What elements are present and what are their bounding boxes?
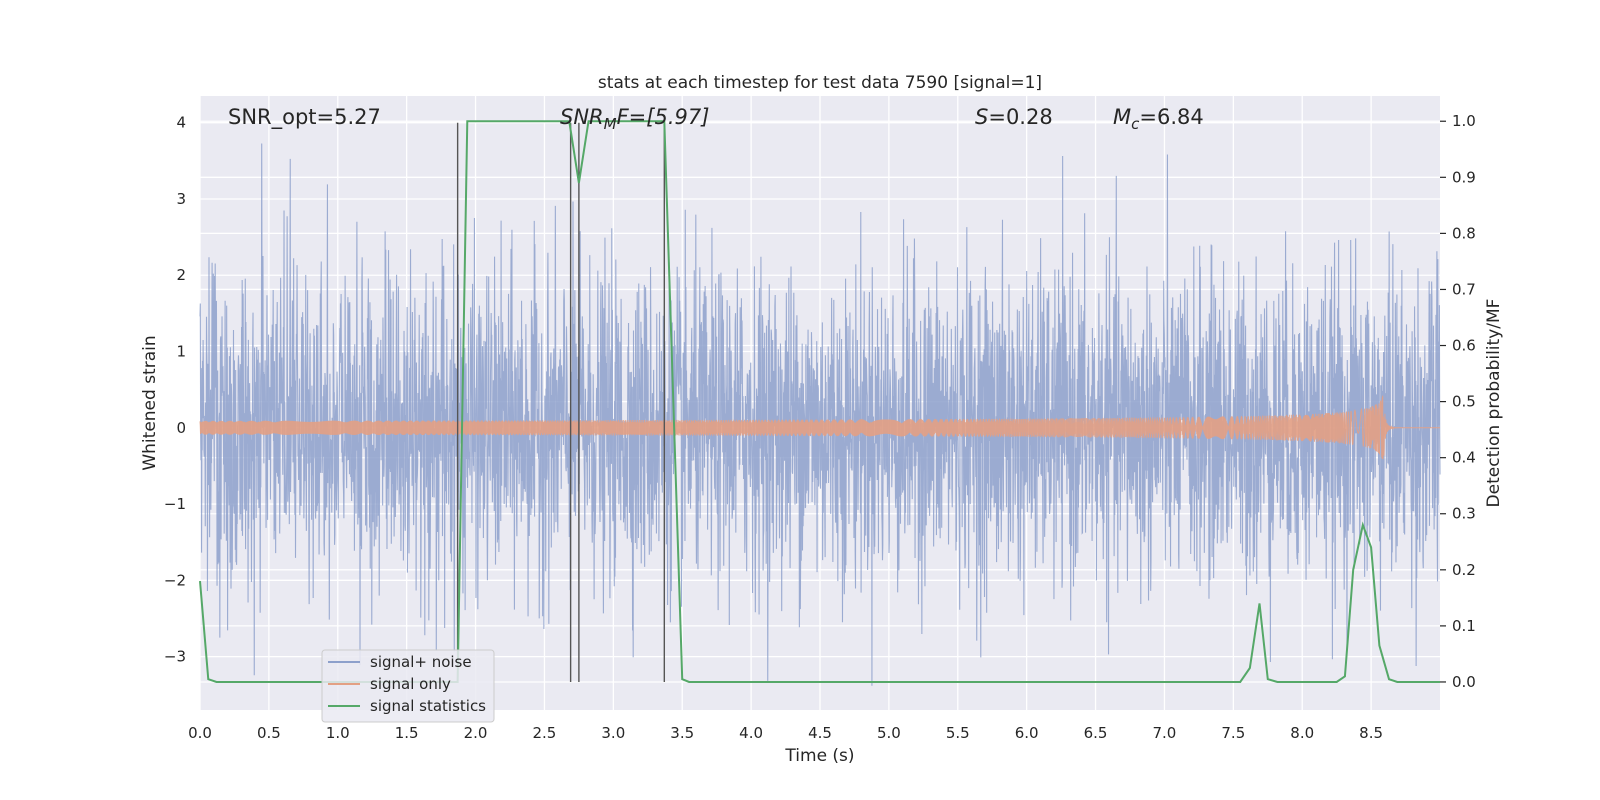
y-axis-ticks: −3 −2 −1 0 1 2 3 4 (164, 114, 186, 666)
right-tick-label: 0.6 (1452, 337, 1476, 355)
y-tick-label: −2 (164, 571, 186, 589)
x-tick-label: 2.5 (533, 724, 557, 742)
y-tick-label: 1 (176, 343, 186, 361)
x-tick-label: 3.5 (670, 724, 694, 742)
x-tick-label: 5.0 (877, 724, 901, 742)
mc-annotation: Mc=6.84 (1113, 105, 1204, 133)
x-tick-label: 6.5 (1084, 724, 1108, 742)
x-tick-label: 1.5 (395, 724, 419, 742)
right-tick-label: 0.5 (1452, 393, 1476, 411)
x-tick-label: 8.0 (1290, 724, 1314, 742)
x-axis-label: Time (s) (784, 746, 854, 766)
legend: signal+ noise signal only signal statist… (321, 649, 495, 723)
x-tick-label: 3.0 (601, 724, 625, 742)
right-axis-label: Detection probability/MF (1484, 299, 1504, 508)
signal-only-line (199, 395, 1440, 460)
legend-label-stats: signal statistics (370, 697, 486, 715)
right-tick-label: 0.8 (1452, 224, 1476, 242)
legend-label-noise: signal+ noise (370, 653, 472, 671)
x-tick-label: 6.0 (1015, 724, 1039, 742)
signal-noise-series (199, 143, 1441, 686)
right-axis-ticks: 0.0 0.1 0.2 0.3 0.4 0.5 0.6 0.7 0.8 0.9 1.0 (1440, 112, 1476, 691)
x-tick-label: 8.5 (1359, 724, 1383, 742)
y-tick-label: 4 (176, 114, 186, 132)
signal-only-series (199, 395, 1440, 460)
x-tick-label: 0.5 (257, 724, 281, 742)
x-tick-label: 4.5 (808, 724, 832, 742)
signal-statistics-line (199, 120, 1440, 683)
y-tick-label: 3 (176, 190, 186, 208)
right-tick-label: 0.7 (1452, 280, 1476, 298)
x-tick-label: 7.0 (1153, 724, 1177, 742)
right-tick-label: 0.0 (1452, 673, 1476, 691)
legend-box (321, 649, 495, 723)
y-tick-label: 0 (176, 419, 186, 437)
snr-opt-annotation: SNR_opt=5.27 (228, 105, 381, 130)
x-tick-label: 0.0 (188, 724, 212, 742)
x-tick-label: 2.0 (464, 724, 488, 742)
chart-title: stats at each timestep for test data 759… (598, 73, 1042, 93)
x-tick-label: 1.0 (326, 724, 350, 742)
snr-mf-annotation: SNRMF=[5.97] (560, 105, 709, 133)
x-axis-ticks: 0.0 0.5 1.0 1.5 2.0 2.5 3.0 3.5 4.0 4.5 5.0 5.5 6.0 6… (188, 724, 1383, 742)
right-tick-label: 0.4 (1452, 449, 1476, 467)
x-tick-label: 4.0 (739, 724, 763, 742)
y-tick-label: 2 (176, 266, 186, 284)
y-axis-label: Whitened strain (140, 335, 160, 470)
right-tick-label: 0.9 (1452, 168, 1476, 186)
right-tick-label: 1.0 (1452, 112, 1476, 130)
vertical-markers (456, 122, 666, 682)
legend-label-signal: signal only (370, 675, 451, 693)
right-tick-label: 0.1 (1452, 617, 1476, 635)
y-tick-label: −3 (164, 648, 186, 666)
y-tick-label: −1 (164, 495, 186, 513)
signal-statistics-series (199, 120, 1440, 683)
right-tick-label: 0.2 (1452, 561, 1476, 579)
x-tick-label: 7.5 (1221, 724, 1245, 742)
x-tick-label: 5.5 (946, 724, 970, 742)
right-tick-label: 0.3 (1452, 505, 1476, 523)
s-annotation: S=0.28 (975, 105, 1053, 129)
signal-noise-line (199, 143, 1441, 686)
